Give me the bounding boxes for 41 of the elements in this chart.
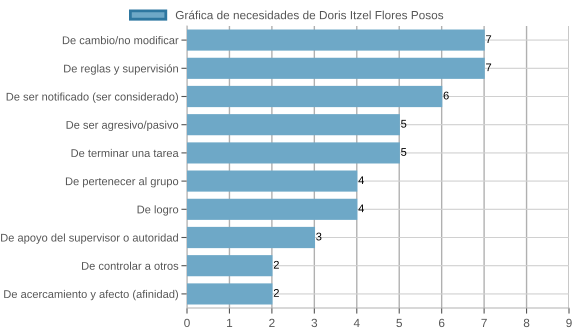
data-label: 3 [316, 232, 322, 240]
data-label: 6 [444, 92, 449, 100]
bar [187, 58, 485, 79]
bar [187, 255, 273, 276]
y-tick-label: De pertenecer al grupo [66, 177, 178, 188]
data-label: 5 [401, 120, 406, 128]
bar [187, 198, 358, 220]
bar [187, 142, 400, 164]
x-tick-label: 7 [481, 318, 487, 327]
y-tick-label: De reglas y supervisión [64, 64, 178, 75]
data-label: 7 [486, 35, 492, 43]
x-tick-label: 1 [227, 318, 232, 327]
y-tick-label: De acercamiento y afecto (afinidad) [4, 290, 178, 300]
x-tick-label: 5 [396, 318, 402, 328]
data-label: 4 [358, 204, 364, 212]
data-label: 2 [274, 289, 279, 297]
data-label: 7 [486, 64, 492, 72]
bar [187, 30, 485, 51]
legend-label: Gráfica de necesidades de Doris Itzel Flores Posos [176, 10, 444, 20]
bar [187, 114, 400, 136]
x-tick-label: 6 [438, 318, 444, 328]
data-label: 4 [358, 176, 364, 184]
y-tick-label: De apoyo del supervisor o autoridad [1, 233, 178, 244]
y-tick-label: De cambio/no modificar [62, 36, 178, 44]
bar [187, 86, 442, 108]
bar [187, 170, 358, 192]
x-tick-label: 4 [354, 318, 360, 327]
y-tick-label: De controlar a otros [82, 262, 178, 270]
data-label: 5 [401, 148, 406, 156]
x-tick-label: 8 [524, 318, 530, 328]
x-tick-label: 0 [184, 318, 190, 328]
y-tick-label: De ser notificado (ser considerado) [6, 92, 178, 103]
y-tick-label: De terminar una tarea [72, 148, 179, 158]
x-tick-label: 3 [312, 318, 318, 328]
y-tick-label: De logro [138, 205, 178, 216]
y-tick-label: De ser agresivo/pasivo [66, 120, 178, 132]
bar [187, 283, 273, 304]
data-label: 2 [274, 260, 279, 269]
bar [187, 226, 316, 248]
x-tick-label: 9 [566, 318, 572, 328]
x-tick-label: 2 [269, 318, 275, 327]
